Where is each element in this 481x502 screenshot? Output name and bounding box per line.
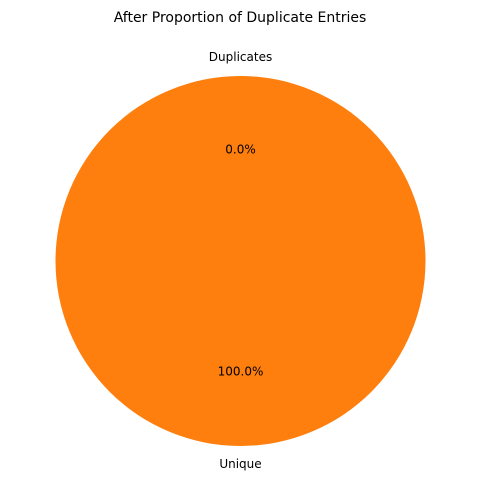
pie-slices — [56, 76, 426, 446]
percent-label-duplicates: 0.0% — [225, 143, 256, 157]
slice-label-duplicates: Duplicates — [209, 50, 272, 64]
percent-label-unique: 100.0% — [218, 365, 264, 379]
slice-label-unique: Unique — [219, 457, 261, 471]
chart-title: After Proportion of Duplicate Entries — [114, 10, 367, 26]
pie-slice-unique — [56, 76, 426, 446]
